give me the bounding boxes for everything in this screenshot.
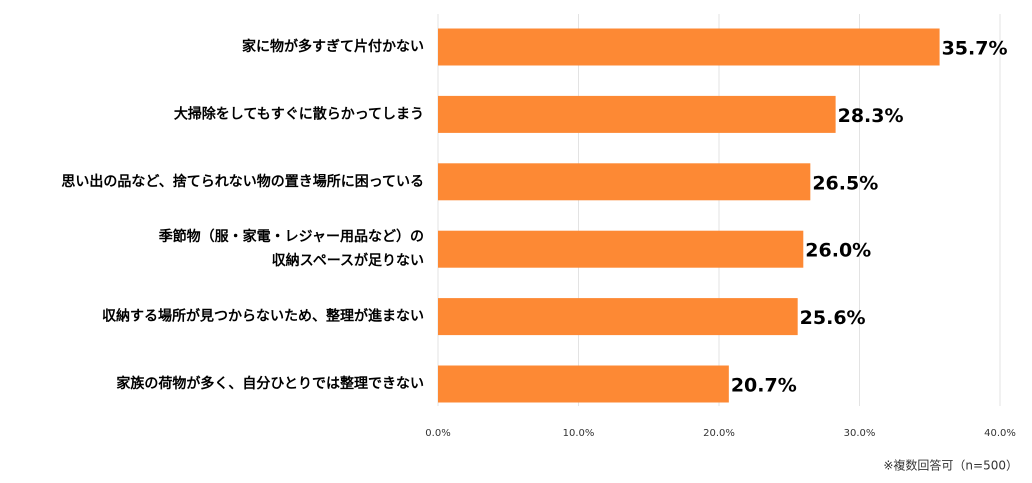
y-tick-label: 収納スペースが足りない [272, 252, 424, 269]
bar [438, 163, 811, 201]
value-label: 26.0% [805, 240, 871, 262]
value-label: 25.6% [800, 307, 866, 329]
x-tick-label: 20.0% [703, 428, 735, 439]
value-label: 28.3% [838, 105, 904, 127]
x-tick-label: 30.0% [844, 428, 876, 439]
value-label: 26.5% [812, 172, 878, 194]
x-tick-label: 40.0% [984, 428, 1016, 439]
bar [438, 298, 798, 336]
bar [438, 28, 940, 66]
y-tick-label: 収納する場所が見つからないため、整理が進まない [102, 308, 424, 325]
y-tick-label: 家族の荷物が多く、自分ひとりでは整理できない [116, 375, 424, 392]
bar [438, 230, 804, 268]
bar [438, 95, 836, 133]
note: ※複数回答可（n=500） [883, 458, 1018, 473]
y-tick-label: 家に物が多すぎて片付かない [242, 38, 424, 55]
y-tick-label: 季節物（服・家電・レジャー用品など）の [158, 228, 424, 245]
value-label: 35.7% [942, 38, 1008, 60]
x-tick-label: 0.0% [425, 428, 450, 439]
bar [438, 365, 729, 403]
x-tick-label: 10.0% [563, 428, 595, 439]
value-label: 20.7% [731, 375, 797, 397]
y-tick-label: 大掃除をしてもすぐに散らかってしまう [174, 105, 424, 122]
y-tick-label: 思い出の品など、捨てられない物の置き場所に困っている [61, 173, 424, 190]
